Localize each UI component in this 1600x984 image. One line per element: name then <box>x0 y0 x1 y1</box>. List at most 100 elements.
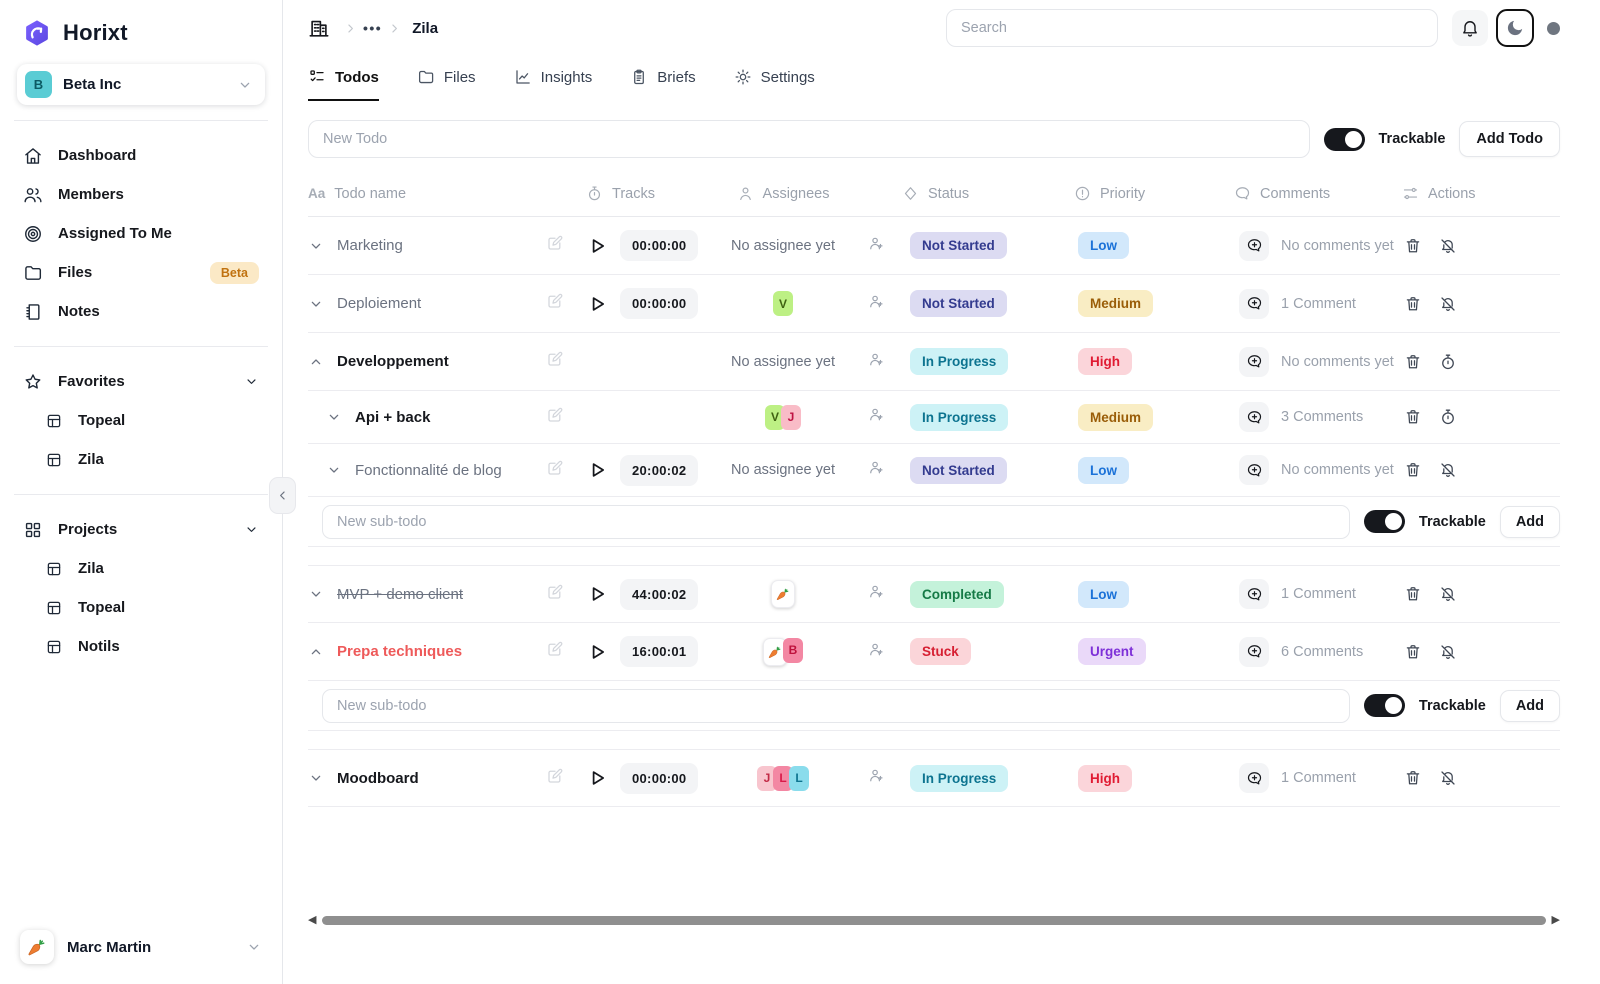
tab-settings[interactable]: Settings <box>734 68 815 101</box>
status-badge[interactable]: Not Started <box>910 456 1007 484</box>
status-badge[interactable]: Stuck <box>910 638 971 665</box>
priority-badge[interactable]: Urgent <box>1078 638 1146 665</box>
edit-icon[interactable] <box>546 406 564 424</box>
edit-icon[interactable] <box>546 292 564 310</box>
trash-icon[interactable] <box>1404 237 1422 255</box>
add-comment-button[interactable] <box>1239 402 1269 432</box>
trash-icon[interactable] <box>1404 643 1422 661</box>
bell-slash-icon[interactable] <box>1439 585 1457 603</box>
chevron-down-icon[interactable] <box>308 586 324 602</box>
tab-files[interactable]: Files <box>417 68 476 101</box>
add-comment-button[interactable] <box>1239 636 1269 667</box>
sidebar-section-favorites[interactable]: Favorites <box>16 362 266 401</box>
presence-dot[interactable] <box>1547 21 1560 35</box>
todo-title[interactable]: Moodboard <box>337 769 419 787</box>
bell-slash-icon[interactable] <box>1439 769 1457 787</box>
priority-badge[interactable]: High <box>1078 764 1132 792</box>
trash-icon[interactable] <box>1404 353 1422 371</box>
notifications-button[interactable] <box>1452 10 1488 46</box>
trackable-toggle[interactable] <box>1363 694 1405 717</box>
chevron-down-icon[interactable] <box>308 296 324 312</box>
play-icon[interactable] <box>586 583 608 605</box>
new-todo-input[interactable] <box>308 120 1310 158</box>
chevron-up-icon[interactable] <box>308 354 324 370</box>
chevron-down-icon[interactable] <box>308 770 324 786</box>
tab-briefs[interactable]: Briefs <box>630 68 696 101</box>
sidebar-item-assigned-to-me[interactable]: Assigned To Me <box>16 214 266 253</box>
search-input[interactable] <box>946 9 1438 47</box>
add-todo-button[interactable]: Add Todo <box>1459 121 1560 157</box>
priority-badge[interactable]: Low <box>1078 456 1129 484</box>
add-comment-button[interactable] <box>1239 579 1269 609</box>
todo-title[interactable]: MVP + demo client <box>337 585 464 603</box>
workspace-selector[interactable]: B Beta Inc <box>17 64 265 105</box>
priority-badge[interactable]: Low <box>1078 232 1129 259</box>
bell-slash-icon[interactable] <box>1439 295 1457 313</box>
priority-badge[interactable]: Medium <box>1078 290 1154 317</box>
person-add-icon[interactable] <box>868 583 885 600</box>
new-sub-todo-input[interactable] <box>322 504 1350 539</box>
person-add-icon[interactable] <box>868 767 885 784</box>
sidebar-collapse-button[interactable] <box>269 477 296 514</box>
status-badge[interactable]: In Progress <box>910 348 1009 375</box>
todo-title[interactable]: Marketing <box>337 237 403 254</box>
priority-badge[interactable]: High <box>1078 348 1132 375</box>
new-sub-todo-input[interactable] <box>322 688 1350 723</box>
person-add-icon[interactable] <box>868 406 885 423</box>
chevron-up-icon[interactable] <box>308 644 324 660</box>
edit-icon[interactable] <box>546 767 564 785</box>
theme-toggle-button[interactable] <box>1496 9 1534 47</box>
trash-icon[interactable] <box>1404 585 1422 603</box>
stopwatch-icon[interactable] <box>1439 353 1457 371</box>
person-add-icon[interactable] <box>868 235 885 252</box>
play-icon[interactable] <box>586 459 608 481</box>
trash-icon[interactable] <box>1404 461 1422 479</box>
trash-icon[interactable] <box>1404 408 1422 426</box>
trash-icon[interactable] <box>1404 769 1422 787</box>
todo-title[interactable]: Developpement <box>337 353 449 370</box>
person-add-icon[interactable] <box>868 351 885 368</box>
add-comment-button[interactable] <box>1239 288 1269 319</box>
trash-icon[interactable] <box>1404 295 1422 313</box>
add-comment-button[interactable] <box>1239 763 1269 793</box>
sidebar-project-zila[interactable]: Zila <box>16 549 266 588</box>
chevron-down-icon[interactable] <box>308 238 324 254</box>
chevron-down-icon[interactable] <box>326 462 342 478</box>
scrollbar-thumb[interactable] <box>322 916 1546 925</box>
priority-badge[interactable]: Medium <box>1078 403 1154 431</box>
edit-icon[interactable] <box>546 459 564 477</box>
status-badge[interactable]: In Progress <box>910 403 1009 431</box>
add-comment-button[interactable] <box>1239 230 1269 261</box>
user-menu[interactable]: Marc Martin <box>16 924 266 964</box>
bell-slash-icon[interactable] <box>1439 237 1457 255</box>
sidebar-project-topeal[interactable]: Topeal <box>16 401 266 440</box>
edit-icon[interactable] <box>546 583 564 601</box>
breadcrumb-current[interactable]: Zila <box>412 19 439 37</box>
edit-icon[interactable] <box>546 640 564 658</box>
person-add-icon[interactable] <box>868 293 885 310</box>
scroll-left-arrow[interactable]: ◀ <box>308 914 317 926</box>
person-add-icon[interactable] <box>868 459 885 476</box>
add-sub-todo-button[interactable]: Add <box>1499 505 1560 538</box>
scroll-right-arrow[interactable]: ▶ <box>1551 914 1560 926</box>
tab-todos[interactable]: Todos <box>308 68 379 101</box>
chevron-down-icon[interactable] <box>326 409 342 425</box>
sidebar-item-notes[interactable]: Notes <box>16 292 266 331</box>
status-badge[interactable]: Not Started <box>910 290 1007 317</box>
status-badge[interactable]: In Progress <box>910 764 1009 792</box>
status-badge[interactable]: Not Started <box>910 232 1007 259</box>
sidebar-item-files[interactable]: Files Beta <box>16 253 266 292</box>
add-sub-todo-button[interactable]: Add <box>1499 689 1560 722</box>
add-comment-button[interactable] <box>1239 455 1269 485</box>
sidebar-item-members[interactable]: Members <box>16 175 266 214</box>
status-badge[interactable]: Completed <box>910 580 1004 608</box>
edit-icon[interactable] <box>546 350 564 368</box>
breadcrumb-ellipsis[interactable]: ••• <box>363 20 383 36</box>
priority-badge[interactable]: Low <box>1078 580 1129 608</box>
todo-title[interactable]: Deploiement <box>337 295 422 312</box>
todo-title[interactable]: Api + back <box>355 408 431 426</box>
sidebar-project-zila[interactable]: Zila <box>16 440 266 479</box>
sidebar-section-projects[interactable]: Projects <box>16 510 266 549</box>
play-icon[interactable] <box>586 293 608 315</box>
add-comment-button[interactable] <box>1239 346 1269 377</box>
